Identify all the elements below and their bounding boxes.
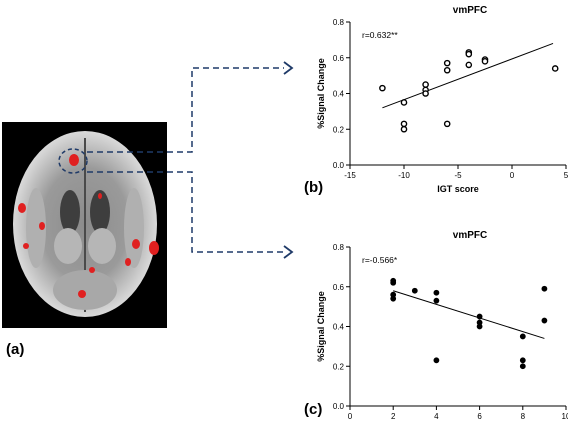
x-tick-label: 8 [521, 412, 526, 421]
data-point [400, 125, 408, 133]
x-tick-label: 10 [562, 412, 568, 421]
activation-blob [89, 267, 95, 273]
arrowhead-c [283, 245, 294, 259]
y-tick-label: 0.6 [333, 283, 345, 292]
brain-cortex-right [124, 188, 144, 268]
correlation-annotation: r=-0.566* [362, 255, 398, 265]
activation-blob [23, 243, 29, 249]
y-tick-label: 0.2 [333, 125, 345, 134]
x-tick-label: -10 [398, 171, 410, 180]
y-tick-label: 0.8 [333, 18, 345, 27]
scatter-chart-igt: 0.0 0.2 0.4 0.6 0.8 -15 -10 -5 0 5 vmPFC IGT score%… [316, 5, 568, 194]
data-point [422, 90, 429, 97]
data-point [519, 357, 526, 364]
data-point [411, 287, 418, 294]
x-axis-label: IGT score [437, 184, 479, 194]
y-tick-label: 0.6 [333, 54, 345, 63]
arrowhead-b [283, 61, 294, 75]
data-point [433, 357, 440, 364]
arrowheads [283, 61, 294, 259]
data-point [390, 295, 397, 302]
connector-arrows [87, 67, 284, 253]
brain-occipital [53, 270, 117, 310]
data-point [519, 363, 526, 370]
brain-ventricle-right [90, 190, 110, 234]
x-tick-label: -15 [344, 171, 356, 180]
regression-line [382, 42, 554, 109]
x-tick-label: 2 [391, 412, 396, 421]
data-point [476, 313, 483, 320]
activation-blob [98, 193, 102, 199]
y-tick-label: 0.2 [333, 362, 345, 371]
data-point [481, 58, 489, 65]
y-tick-label: 0.0 [333, 402, 345, 411]
regression-line [393, 290, 545, 339]
x-tick-label: 4 [434, 412, 439, 421]
data-point [541, 285, 548, 292]
data-point [379, 84, 386, 92]
data-point [519, 333, 526, 340]
roi-circle [58, 148, 88, 174]
activation-blob [125, 258, 131, 266]
data-point [433, 297, 440, 304]
y-axis-label: %Signal Change [316, 291, 326, 362]
y-tick-label: 0.4 [333, 323, 345, 332]
data-point [433, 289, 440, 296]
data-point [443, 66, 451, 74]
correlation-annotation: r=0.632** [362, 30, 398, 40]
activation-blob [132, 239, 140, 249]
data-point [443, 59, 451, 67]
activation-blob [78, 290, 86, 298]
activation-blob [39, 222, 45, 230]
y-tick-label: 0.0 [333, 161, 345, 170]
brain-cortex-left [26, 188, 46, 268]
activation-blob [149, 241, 159, 255]
data-point [443, 120, 451, 128]
brain-ventricle-left [60, 190, 80, 234]
x-tick-label: -5 [454, 171, 462, 180]
data-point [422, 81, 429, 88]
data-point [476, 323, 483, 330]
data-point [400, 120, 408, 128]
x-tick-label: 6 [477, 412, 482, 421]
connector-to-b [87, 67, 284, 153]
data-point [541, 317, 548, 324]
brain-thalamus-left [54, 228, 82, 264]
data-point [400, 99, 408, 106]
y-axis-label: %Signal Change [316, 58, 326, 129]
panel-label-c: (c) [304, 401, 322, 418]
panel-label-a: (a) [6, 341, 24, 358]
y-tick-label: 0.4 [333, 90, 345, 99]
panel-label-b: (b) [304, 179, 323, 196]
data-point [465, 50, 473, 58]
x-tick-label: 0 [348, 412, 353, 421]
y-tick-label: 0.8 [333, 243, 345, 252]
x-tick-label: 0 [510, 171, 515, 180]
activation-blob [18, 203, 26, 213]
data-point [465, 61, 473, 69]
brain-scan-image [2, 122, 167, 328]
chart-title: vmPFC [453, 5, 487, 16]
chart-title: vmPFC [453, 230, 487, 241]
data-point [551, 65, 559, 72]
brain-thalamus-right [88, 228, 116, 264]
x-tick-label: 5 [564, 171, 568, 180]
data-point [390, 279, 397, 286]
scatter-chart-sledai: 0.00.20.40.60.80246810vmPFCSLEDAI%Signal… [316, 230, 568, 421]
activation-blob-vmpfc [69, 154, 79, 166]
connector-to-c [87, 171, 284, 253]
